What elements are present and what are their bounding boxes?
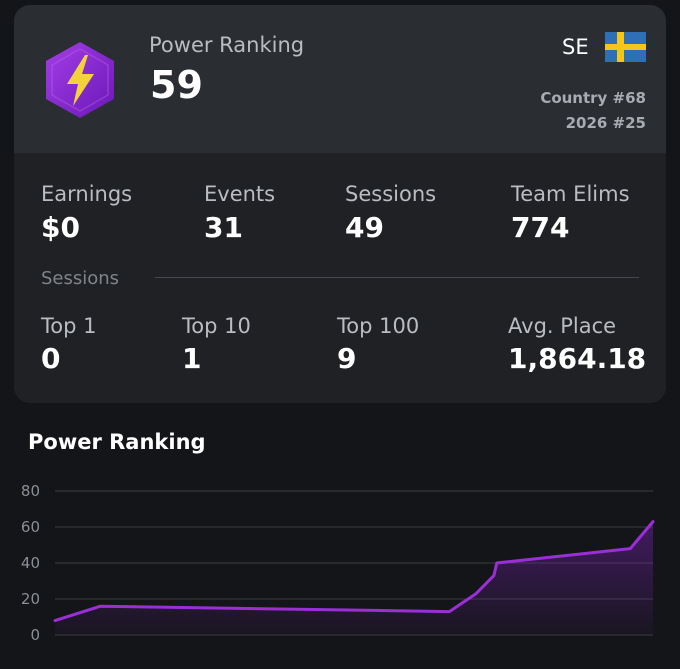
year-rank: 2026 #25 (565, 114, 646, 132)
team-elims-value: 774 (511, 211, 570, 244)
avg-place-value: 1,864.18 (508, 342, 647, 375)
lightning-hexagon-icon (46, 42, 114, 118)
team-elims-label: Team Elims (511, 182, 630, 206)
power-ranking-label: Power Ranking (149, 33, 305, 57)
sessions-value: 49 (345, 211, 384, 244)
earnings-value: $0 (41, 211, 80, 244)
country-rank: Country #68 (540, 89, 646, 107)
chart-title: Power Ranking (28, 430, 206, 454)
x-tick-label: 6/15/2026 (589, 666, 666, 669)
x-tick-label: 9/13/2025 (322, 666, 399, 669)
events-value: 31 (204, 211, 243, 244)
top100-label: Top 100 (337, 314, 420, 338)
sessions-label: Sessions (345, 182, 437, 206)
power-ranking-chart: 0 20 40 60 80 12/12/2024 4/28/2025 9/13/2025 1/2… (21, 482, 666, 669)
earnings-label: Earnings (41, 182, 133, 206)
top10-label: Top 10 (182, 314, 251, 338)
sweden-flag-icon (605, 32, 646, 62)
divider (155, 277, 639, 278)
x-tick-label: 1/28/2026 (456, 666, 533, 669)
series-line (53, 520, 655, 623)
top1-value: 0 (41, 342, 61, 375)
avg-place-label: Avg. Place (508, 314, 617, 338)
power-ranking-header: Power Ranking 59 SE Country #68 2026 #25 (14, 5, 666, 153)
x-tick-label: 12/12/2024 (55, 666, 141, 669)
y-tick-label: 0 (30, 626, 40, 644)
country-code: SE (562, 35, 589, 59)
y-tick-label: 60 (21, 518, 40, 536)
player-stats-card: Power Ranking 59 SE Country #68 2026 #25… (14, 5, 666, 403)
y-tick-label: 40 (21, 554, 40, 572)
top10-value: 1 (182, 342, 202, 375)
top1-label: Top 1 (41, 314, 97, 338)
series-area (55, 521, 653, 635)
events-label: Events (204, 182, 276, 206)
y-tick-label: 80 (21, 482, 40, 500)
power-ranking-value: 59 (150, 63, 203, 107)
sessions-section-heading: Sessions (41, 268, 120, 289)
x-tick-label: 4/28/2025 (189, 666, 266, 669)
y-tick-label: 20 (21, 590, 40, 608)
top100-value: 9 (337, 342, 357, 375)
